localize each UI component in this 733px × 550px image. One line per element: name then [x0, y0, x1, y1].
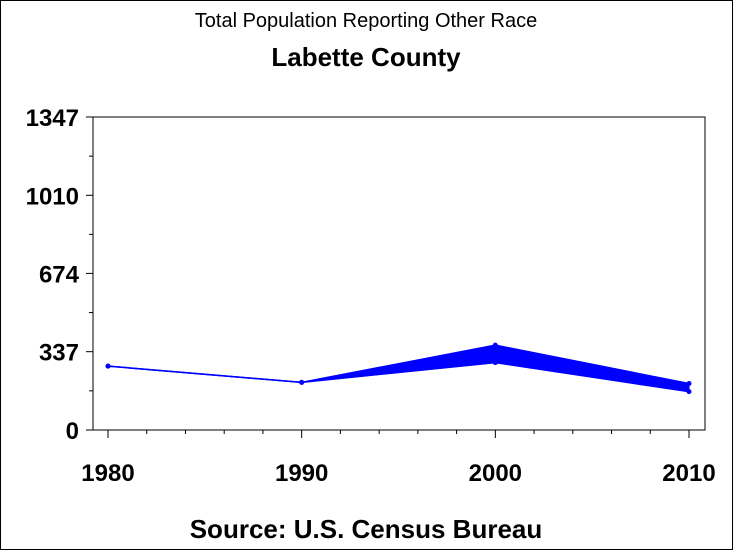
data-point-1-2: [492, 342, 498, 348]
data-point-1-1: [299, 379, 305, 385]
data-point-1-3: [686, 381, 692, 387]
plot-area: [92, 116, 706, 431]
range-band: [107, 344, 690, 393]
x-tick-label-1: 1990: [275, 460, 328, 487]
x-tick-label-2: 2000: [469, 460, 522, 487]
chart-subtitle: Labette County: [271, 42, 461, 72]
y-tick-label-4: 1347: [26, 105, 79, 132]
x-tick-label-3: 2010: [662, 460, 715, 487]
data-point-0-3: [686, 389, 692, 395]
data-point-1-0: [105, 363, 111, 369]
y-tick-label-3: 1010: [26, 183, 79, 210]
range-band-layer: [107, 344, 690, 393]
data-point-0-2: [492, 360, 498, 366]
x-tick-label-0: 1980: [81, 460, 134, 487]
y-tick-label-0: 0: [66, 418, 79, 445]
chart-title: Total Population Reporting Other Race: [195, 10, 537, 32]
y-tick-label-2: 674: [39, 261, 80, 288]
axis-layer: 0 337 674 1010 1347 1980 1990 2000 2010: [26, 105, 716, 487]
y-tick-label-1: 337: [39, 340, 79, 367]
series-line-1: [107, 344, 690, 385]
source-note: Source: U.S. Census Bureau: [190, 514, 543, 544]
series-layer: [105, 342, 692, 395]
